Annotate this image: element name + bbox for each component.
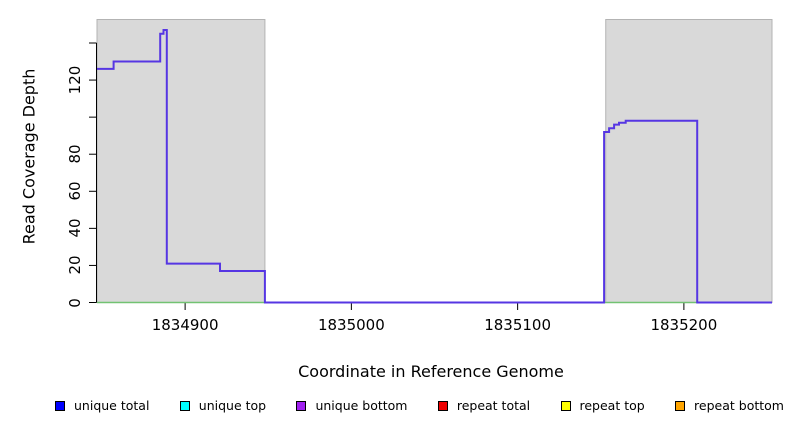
y-axis-title: Read Coverage Depth <box>19 68 39 245</box>
shaded-region <box>605 19 773 303</box>
legend: unique total unique top unique bottom repea… <box>55 398 784 413</box>
legend-swatch-icon <box>179 400 190 411</box>
legend-item-repeat-top: repeat top <box>560 398 645 413</box>
shaded-region <box>96 19 266 303</box>
y-tick-label: 0 <box>66 297 84 308</box>
legend-label: repeat bottom <box>694 398 784 413</box>
y-tick-label: 80 <box>66 144 84 164</box>
x-tick-label: 1834900 <box>151 316 219 334</box>
legend-swatch-icon <box>675 400 686 411</box>
legend-item-unique-top: unique top <box>179 398 267 413</box>
x-tick-label: 1835100 <box>484 316 552 334</box>
legend-item-unique-bottom: unique bottom <box>296 398 408 413</box>
series-unique-bottom-coverage <box>97 29 772 304</box>
legend-label: repeat top <box>579 398 645 413</box>
legend-item-unique-total: unique total <box>55 398 149 413</box>
legend-item-repeat-total: repeat total <box>437 398 531 413</box>
legend-item-repeat-bottom: repeat bottom <box>675 398 784 413</box>
legend-label: unique bottom <box>315 398 408 413</box>
legend-swatch-icon <box>296 400 307 411</box>
x-tick-label: 1835200 <box>650 316 718 334</box>
x-axis-title: Coordinate in Reference Genome <box>298 362 564 381</box>
legend-label: unique total <box>74 398 150 413</box>
legend-swatch-icon <box>437 400 448 411</box>
legend-swatch-icon <box>560 400 571 411</box>
y-tick-label: 120 <box>66 65 84 95</box>
legend-label: unique top <box>198 398 267 413</box>
x-tick-label: 1835000 <box>317 316 385 334</box>
legend-label: repeat total <box>456 398 531 413</box>
y-tick-label: 20 <box>66 255 84 275</box>
legend-swatch-icon <box>55 400 65 411</box>
